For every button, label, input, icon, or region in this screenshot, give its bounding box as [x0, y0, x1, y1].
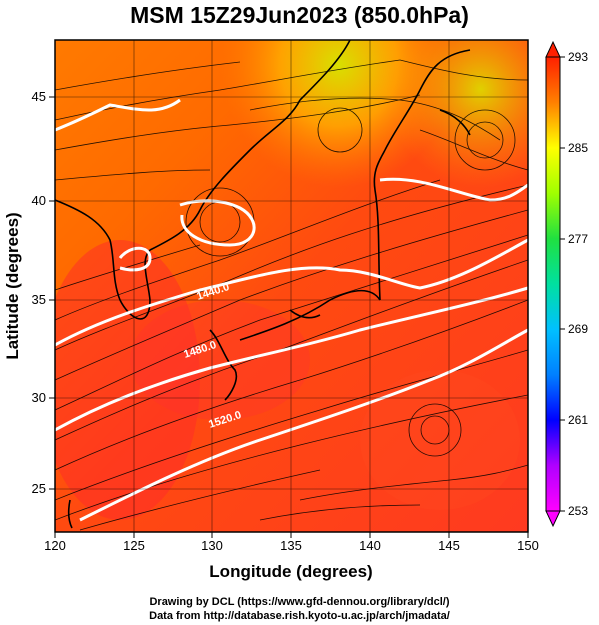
xtick-label: 150: [517, 538, 539, 553]
xtick-label: 130: [201, 538, 223, 553]
ytick-label: 30: [32, 390, 46, 405]
ytick-label: 25: [32, 481, 46, 496]
ytick-label: 35: [32, 292, 46, 307]
credit-data: Data from http://database.rish.kyoto-u.a…: [149, 610, 450, 622]
colorbar-tick-label: 261: [568, 413, 588, 427]
xtick-label: 145: [438, 538, 460, 553]
colorbar-tick-label: 277: [568, 232, 588, 246]
xtick-label: 140: [359, 538, 381, 553]
colorbar-tick-label: 253: [568, 504, 588, 518]
colorbar-max-arrow: [545, 40, 561, 58]
xtick-label: 135: [280, 538, 302, 553]
colorbar-tick-label: 293: [568, 50, 588, 64]
xtick-label: 120: [44, 538, 66, 553]
x-axis-label: Longitude (degrees): [209, 562, 372, 581]
y-axis-label: Latitude (degrees): [3, 212, 22, 359]
colorbar-tick-label: 285: [568, 141, 588, 155]
streamlines: [55, 59, 528, 531]
temperature-field: [55, 40, 528, 532]
map-title: MSM 15Z29Jun2023 (850.0hPa): [130, 2, 469, 28]
coastlines: [55, 40, 471, 529]
xtick-label: 125: [123, 538, 145, 553]
grid: [55, 40, 528, 532]
colorbar-min-arrow: [545, 510, 561, 528]
colorbar: 293 285 277 269 261 253: [545, 40, 588, 528]
ytick-label: 45: [32, 89, 46, 104]
colorbar-tick-label: 269: [568, 322, 588, 336]
ytick-label: 40: [32, 193, 46, 208]
credit-drawing: Drawing by DCL (https://www.gfd-dennou.o…: [149, 596, 450, 608]
